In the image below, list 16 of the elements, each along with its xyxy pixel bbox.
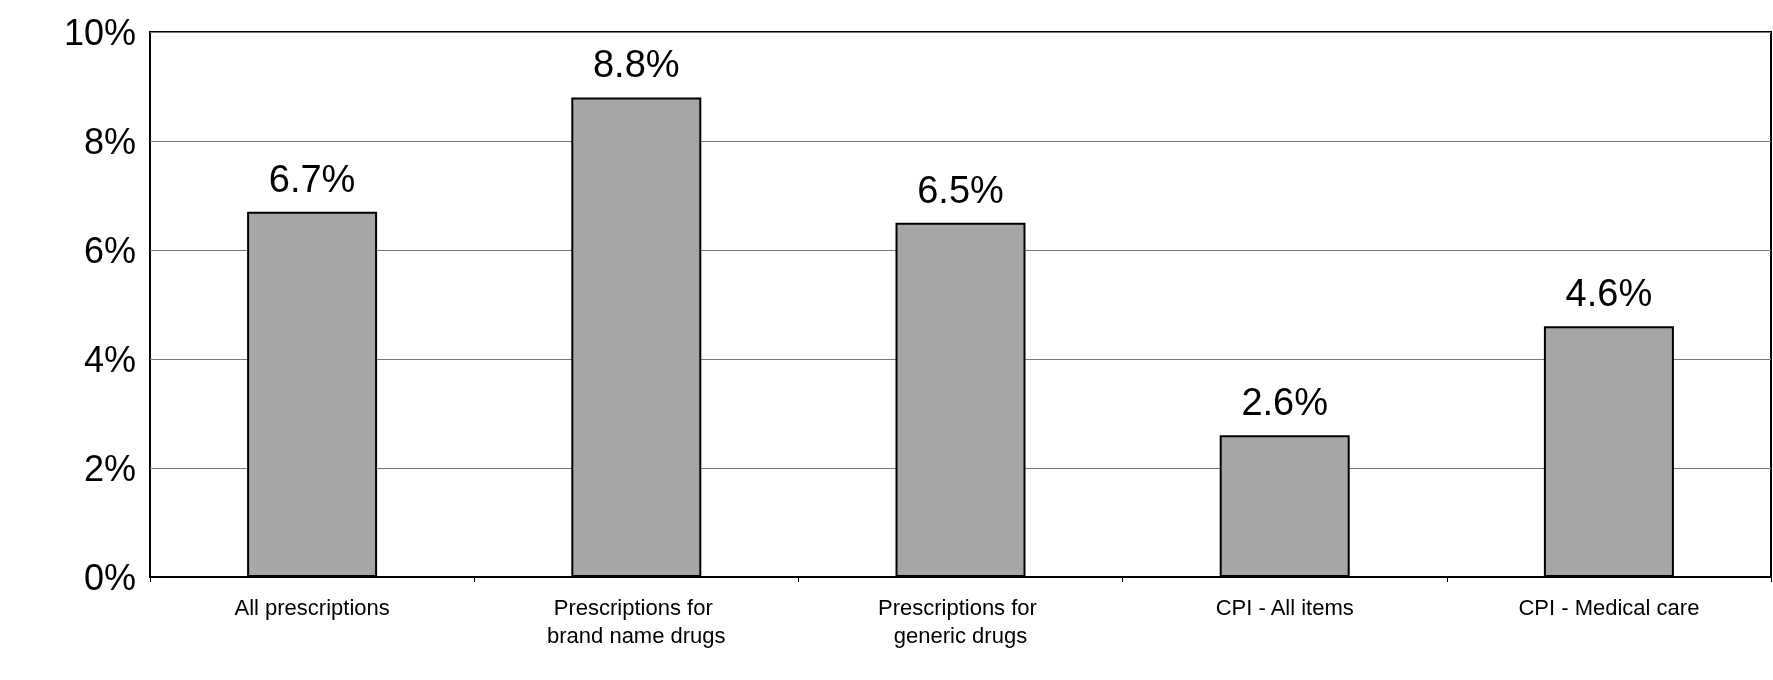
data-label: 8.8%: [592, 43, 680, 86]
x-tick-label: CPI - All items: [1215, 594, 1354, 620]
y-tick-label: 2%: [83, 447, 136, 489]
x-tick-label: CPI - Medical care: [1518, 594, 1700, 620]
y-tick-label: 8%: [83, 120, 136, 162]
y-tick-label: 4%: [83, 338, 136, 380]
x-tick-label: Prescriptions for brand name drugs: [547, 594, 726, 648]
y-tick-label: 10%: [63, 11, 136, 53]
y-tick-label: 6%: [83, 229, 136, 271]
x-tick-label: All prescriptions: [234, 594, 390, 620]
data-label: 2.6%: [1241, 381, 1329, 424]
data-label: 6.7%: [268, 157, 356, 200]
data-label: 6.5%: [917, 168, 1004, 211]
y-tick-label: 0%: [83, 556, 136, 598]
data-label: 4.6%: [1565, 272, 1653, 315]
x-tick-label: Prescriptions for generic drugs: [877, 594, 1044, 648]
